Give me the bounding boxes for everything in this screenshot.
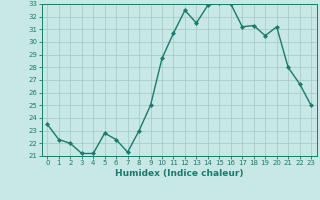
X-axis label: Humidex (Indice chaleur): Humidex (Indice chaleur) (115, 169, 244, 178)
